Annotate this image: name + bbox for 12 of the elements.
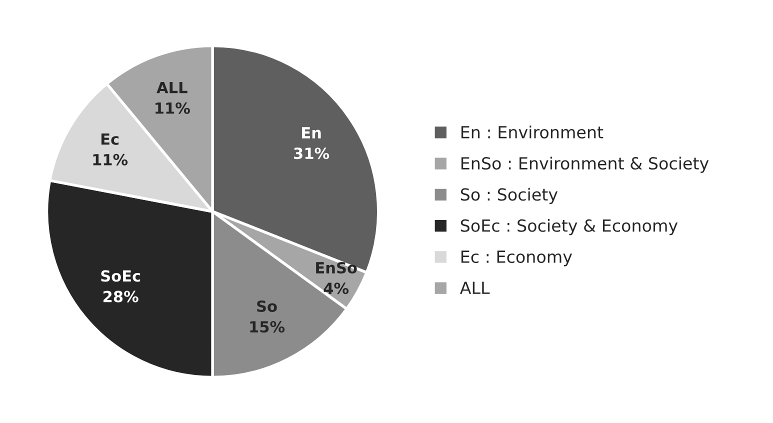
data-label: ALL 11% — [156, 82, 190, 114]
data-label: Ec 11% — [93, 134, 128, 166]
legend-label: ALL — [460, 282, 490, 294]
legend-label: Ec : Economy — [461, 250, 572, 266]
legend-label: En : Environment — [461, 126, 604, 139]
legend-label: EnSo : Environment & Society — [461, 156, 709, 173]
data-label: En 31% — [294, 127, 330, 160]
data-label: SoEc 28% — [101, 270, 140, 302]
legend-label: SoEc : Society & Economy — [460, 219, 678, 236]
data-label: EnSo 4% — [316, 262, 357, 294]
data-label: So 15% — [250, 300, 285, 333]
legend-label: So : Society — [460, 188, 558, 204]
